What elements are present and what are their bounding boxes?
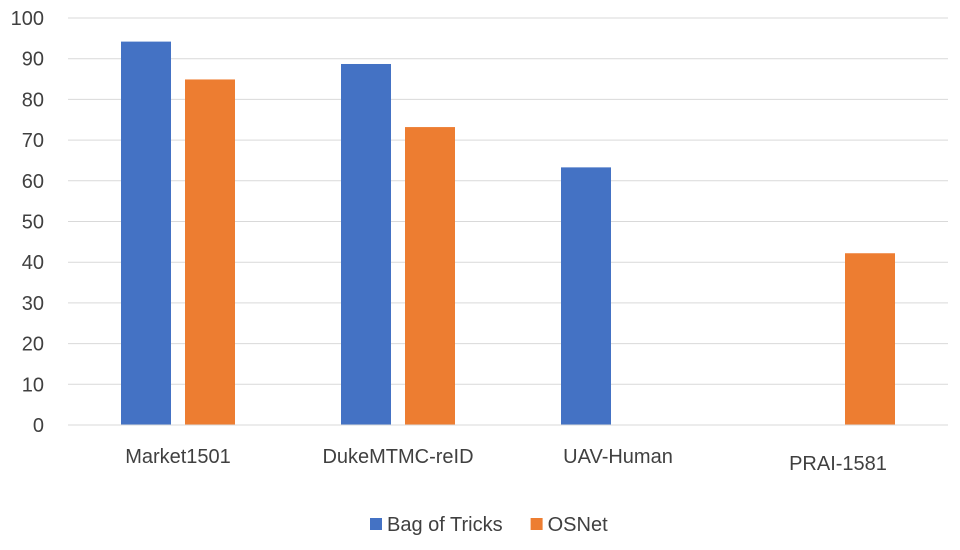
bar-osnet-market1501: [185, 79, 235, 425]
y-axis-ticks: 0 10 20 30 40 50 60 70 80 90 100: [11, 8, 44, 437]
y-tick-label: 40: [22, 252, 44, 274]
y-tick-label: 80: [22, 89, 44, 111]
y-tick-label: 70: [22, 130, 44, 152]
bars: [121, 41, 895, 426]
y-tick-label: 90: [22, 49, 44, 71]
bar-osnet-prai-1581: [845, 253, 895, 425]
y-tick-label: 50: [22, 212, 44, 234]
legend-swatch-osnet: [530, 518, 543, 530]
y-tick-label: 100: [11, 8, 44, 30]
category-label: UAV-Human: [563, 446, 673, 468]
category-label: Market1501: [125, 446, 231, 468]
legend-label: Bag of Tricks: [387, 514, 503, 536]
legend: Bag of Tricks OSNet: [370, 514, 608, 536]
y-tick-label: 20: [22, 334, 44, 356]
bar-bag-of-tricks-uav-human: [561, 167, 611, 425]
y-tick-label: 60: [22, 171, 44, 193]
bar-bag-of-tricks-market1501: [121, 41, 171, 426]
bar-bag-of-tricks-dukemtmc-reid: [341, 63, 391, 426]
category-label: PRAI-1581: [789, 453, 887, 475]
legend-swatch-bag-of-tricks: [370, 518, 382, 530]
y-tick-label: 0: [33, 415, 44, 437]
category-label: DukeMTMC-reID: [322, 446, 473, 468]
y-tick-label: 30: [22, 293, 44, 315]
legend-label: OSNet: [548, 514, 608, 536]
bar-osnet-dukemtmc-reid: [405, 127, 455, 426]
y-tick-label: 10: [22, 374, 44, 396]
category-labels: Market1501 DukeMTMC-reID UAV-Human PRAI-158…: [125, 446, 887, 475]
